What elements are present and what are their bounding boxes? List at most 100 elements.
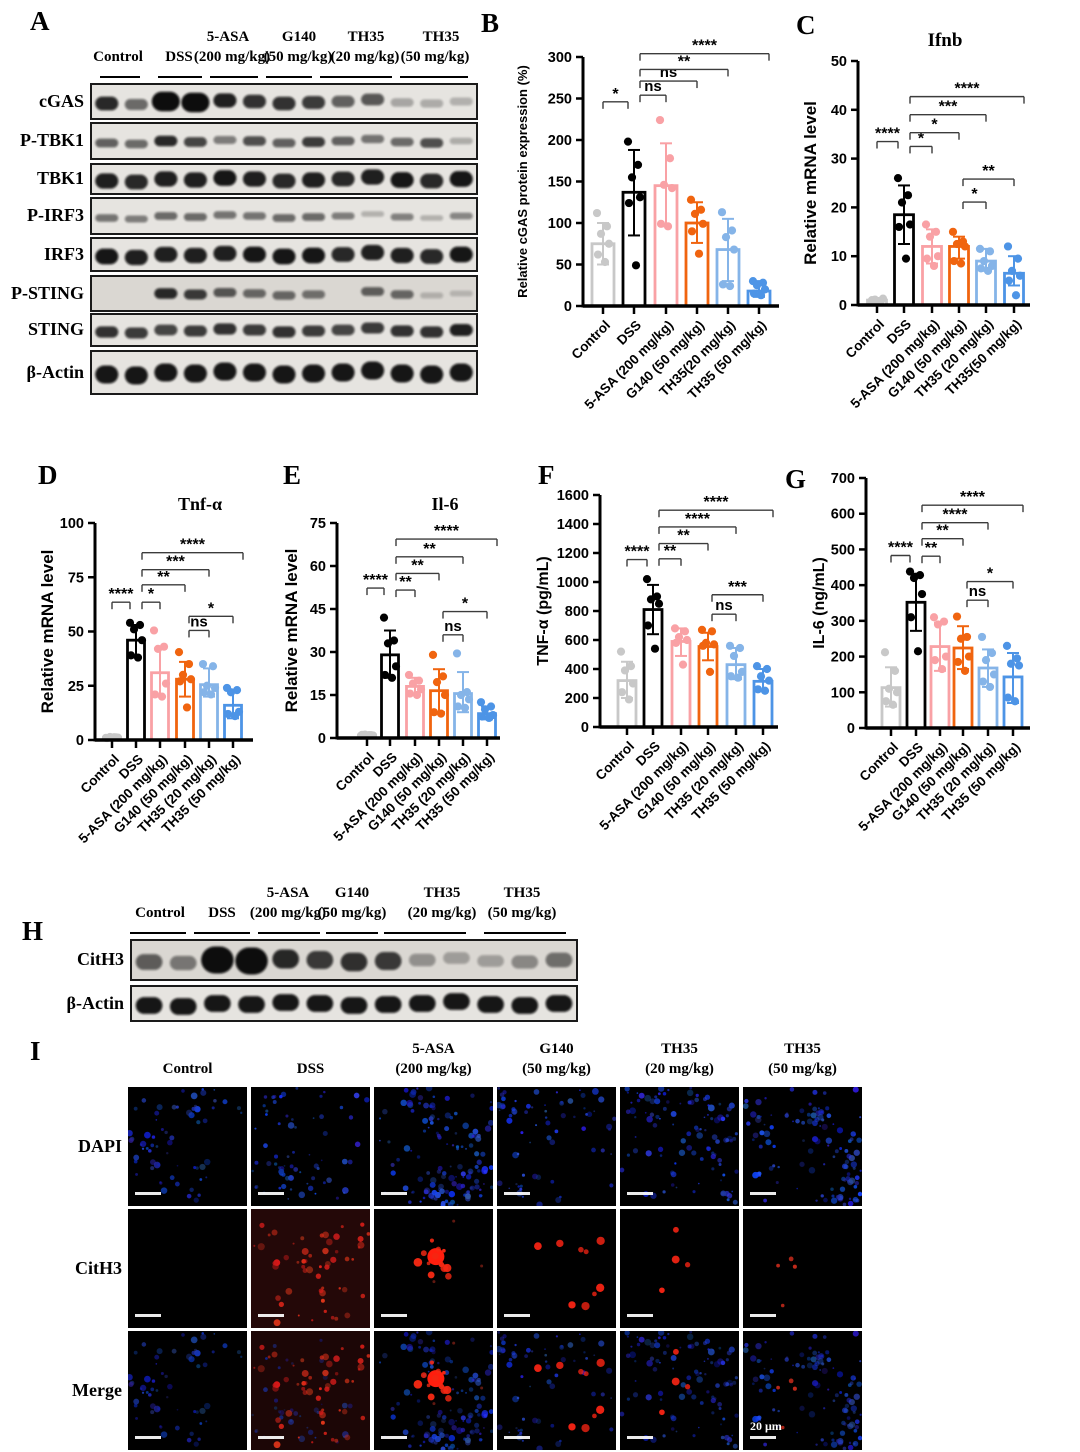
dapi-speckle xyxy=(558,1439,562,1443)
lane-group-label: (50 mg/kg) xyxy=(263,49,333,65)
dapi-speckle xyxy=(489,1105,493,1111)
dapi-speckle xyxy=(609,1427,614,1432)
chart-text: 600 xyxy=(831,507,855,523)
dapi-speckle xyxy=(795,1362,800,1368)
dapi-speckle xyxy=(763,1442,768,1447)
cith3-signal xyxy=(278,1423,285,1430)
cith3-signal xyxy=(360,1293,366,1299)
dapi-speckle xyxy=(506,1117,513,1124)
dapi-speckle xyxy=(306,1182,309,1185)
blot-row-label: P-STING xyxy=(10,282,84,303)
dapi-speckle xyxy=(364,1097,370,1103)
dapi-speckle xyxy=(694,1097,700,1103)
data-point xyxy=(159,642,169,651)
data-point xyxy=(726,672,736,681)
dapi-speckle xyxy=(500,1104,506,1110)
dapi-speckle xyxy=(853,1442,856,1445)
dapi-speckle xyxy=(348,1115,354,1120)
dapi-speckle xyxy=(729,1138,734,1143)
protein-band xyxy=(124,249,148,266)
cith3-signal xyxy=(292,1242,295,1245)
data-point xyxy=(178,670,188,679)
dapi-speckle xyxy=(203,1158,211,1166)
lane-group-label-line1: G140 xyxy=(334,885,370,901)
panel-h-western-blot: 5-ASA G140 TH35 TH35 Control DSS (200 mg/kg) (5… xyxy=(0,876,1080,1036)
protein-band xyxy=(449,290,473,297)
dapi-speckle xyxy=(849,1381,854,1386)
data-point xyxy=(105,732,115,742)
lane-group-label: Control xyxy=(93,49,143,65)
dapi-speckle xyxy=(852,1331,859,1337)
if-column-label: Control xyxy=(162,1061,213,1077)
dapi-speckle xyxy=(710,1153,716,1160)
dapi-speckle xyxy=(581,1126,586,1131)
dapi-speckle xyxy=(157,1407,161,1411)
dapi-speckle xyxy=(440,1446,446,1450)
dapi-speckle xyxy=(844,1403,850,1409)
dapi-speckle xyxy=(583,1351,586,1354)
dapi-speckle xyxy=(626,1335,629,1338)
dapi-speckle xyxy=(444,1112,451,1119)
dapi-speckle xyxy=(139,1387,143,1391)
dapi-speckle xyxy=(652,1367,658,1372)
dapi-speckle xyxy=(752,1376,759,1383)
dapi-speckle xyxy=(167,1383,173,1390)
protein-band xyxy=(154,171,178,187)
chart-text: 300 xyxy=(831,614,855,630)
data-point xyxy=(226,688,236,697)
dapi-speckle xyxy=(756,1359,761,1364)
protein-band xyxy=(272,365,296,384)
dapi-speckle xyxy=(277,1122,281,1126)
dapi-speckle xyxy=(822,1335,827,1339)
protein-band xyxy=(374,952,402,970)
cith3-signal xyxy=(333,1355,340,1362)
dapi-speckle xyxy=(696,1132,703,1139)
dapi-speckle xyxy=(465,1190,470,1196)
dapi-speckle xyxy=(636,1098,641,1103)
significance-stars: *** xyxy=(166,554,185,571)
dapi-speckle xyxy=(720,1190,727,1197)
dapi-speckle xyxy=(432,1339,436,1343)
lane-group-underline xyxy=(384,932,466,934)
cith3-signal xyxy=(301,1370,309,1377)
dapi-speckle xyxy=(799,1405,805,1411)
dapi-speckle xyxy=(769,1125,774,1130)
dapi-speckle xyxy=(286,1155,290,1159)
protein-band xyxy=(213,93,237,108)
chart-text: DSS xyxy=(633,739,663,769)
chart-text: 25 xyxy=(68,679,84,695)
dapi-speckle xyxy=(812,1350,818,1356)
dapi-speckle xyxy=(699,1372,702,1375)
if-column-label: (50 mg/kg) xyxy=(768,1061,837,1077)
lane-group-underline xyxy=(326,932,378,934)
dapi-speckle xyxy=(438,1427,444,1434)
dapi-speckle xyxy=(263,1143,268,1149)
cith3-signal xyxy=(334,1438,339,1443)
dapi-speckle xyxy=(755,1098,762,1106)
dapi-speckle xyxy=(847,1139,852,1144)
data-point xyxy=(202,681,212,690)
protein-band xyxy=(242,363,266,382)
dapi-speckle xyxy=(422,1129,427,1133)
dapi-speckle xyxy=(624,1087,630,1092)
dapi-speckle xyxy=(720,1360,726,1366)
protein-band xyxy=(95,138,119,148)
dapi-speckle xyxy=(457,1163,463,1170)
protein-band xyxy=(511,997,539,1014)
dapi-speckle xyxy=(610,1397,612,1399)
dapi-speckle xyxy=(272,1100,277,1104)
dapi-speckle xyxy=(817,1107,820,1110)
dapi-speckle xyxy=(437,1409,443,1415)
cith3-signal xyxy=(259,1222,265,1228)
dapi-speckle xyxy=(826,1357,832,1363)
dapi-speckle xyxy=(155,1389,159,1392)
dapi-speckle xyxy=(201,1332,205,1335)
dapi-speckle xyxy=(763,1374,771,1382)
dapi-speckle xyxy=(695,1371,700,1377)
cith3-signal xyxy=(306,1388,314,1396)
dapi-speckle xyxy=(839,1147,843,1150)
dapi-speckle xyxy=(669,1414,675,1420)
cith3-signal xyxy=(275,1417,281,1423)
protein-band xyxy=(361,322,385,334)
